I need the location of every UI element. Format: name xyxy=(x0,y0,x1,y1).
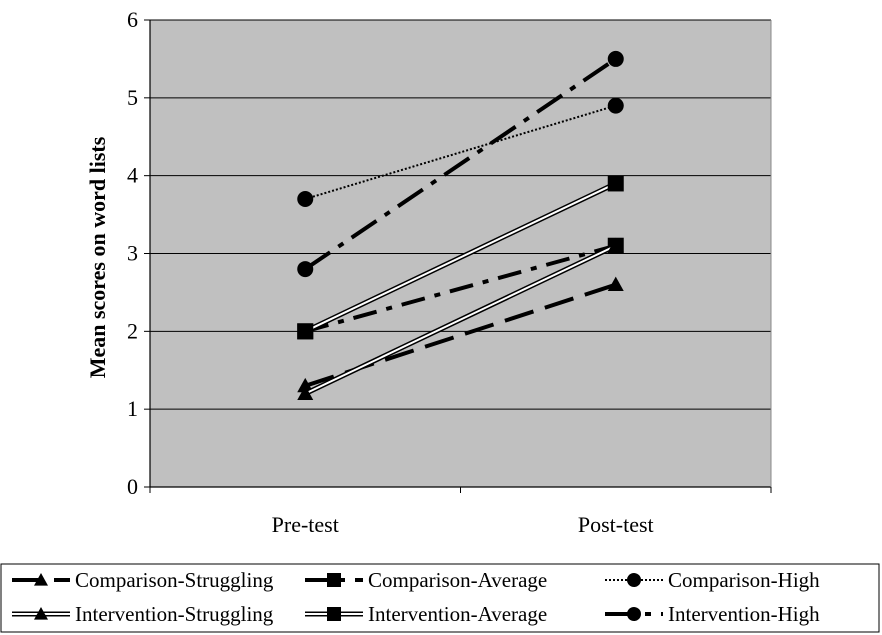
legend-marker xyxy=(34,607,48,620)
data-point xyxy=(297,385,314,400)
legend-entry: Comparison-High xyxy=(605,568,820,592)
data-point xyxy=(607,97,624,114)
y-tick-label: 4 xyxy=(127,163,138,188)
legend-entry: Intervention-Average xyxy=(305,602,547,626)
legend xyxy=(0,563,880,633)
legend-entry: Comparison-Average xyxy=(305,568,547,592)
legend-label: Comparison-Average xyxy=(368,568,547,592)
x-tick-labels: Pre-test Post-test xyxy=(272,512,654,537)
axes xyxy=(144,19,772,493)
legend-entries: Comparison-Struggling Comparison-Average C… xyxy=(12,568,820,626)
gridlines xyxy=(150,19,771,410)
legend-label: Intervention-High xyxy=(668,602,820,626)
legend-marker xyxy=(327,573,341,587)
series-segment xyxy=(304,243,617,334)
series-line xyxy=(297,50,624,278)
legend-marker xyxy=(627,573,641,587)
series-line xyxy=(297,237,624,400)
y-tick-label: 0 xyxy=(127,474,138,499)
series-segment xyxy=(304,57,617,271)
y-tick-label: 5 xyxy=(127,85,138,110)
legend-marker xyxy=(34,573,48,586)
data-point xyxy=(297,377,314,393)
series-line xyxy=(297,97,624,208)
data-point xyxy=(607,50,624,67)
data-point xyxy=(297,323,314,340)
data-point xyxy=(607,175,624,192)
data-point xyxy=(297,191,314,208)
legend-entry: Intervention-Struggling xyxy=(12,602,274,626)
legend-label: Comparison-Struggling xyxy=(75,568,274,592)
series-segment xyxy=(304,182,617,333)
legend-label: Intervention-Average xyxy=(368,602,547,626)
x-tick-label: Pre-test xyxy=(272,512,339,537)
data-point xyxy=(297,261,314,278)
legend-label: Intervention-Struggling xyxy=(75,602,274,626)
y-tick-label: 3 xyxy=(127,241,138,266)
legend-marker xyxy=(327,607,341,621)
y-tick-label: 1 xyxy=(127,396,138,421)
series-segment xyxy=(304,244,617,395)
y-axis-label: Mean scores on word lists xyxy=(85,136,110,378)
data-point xyxy=(607,276,624,292)
legend-label: Comparison-High xyxy=(668,568,820,592)
legend-entry: Comparison-Struggling xyxy=(12,568,274,592)
series-group xyxy=(297,50,624,400)
data-point xyxy=(607,237,624,253)
legend-marker xyxy=(627,607,641,621)
legend-entry: Intervention-High xyxy=(605,602,820,626)
y-tick-labels: 0 1 2 3 4 5 6 xyxy=(127,7,138,499)
y-tick-label: 6 xyxy=(127,7,138,32)
x-tick-label: Post-test xyxy=(578,512,654,537)
y-tick-label: 2 xyxy=(127,318,138,343)
series-line xyxy=(297,175,624,340)
